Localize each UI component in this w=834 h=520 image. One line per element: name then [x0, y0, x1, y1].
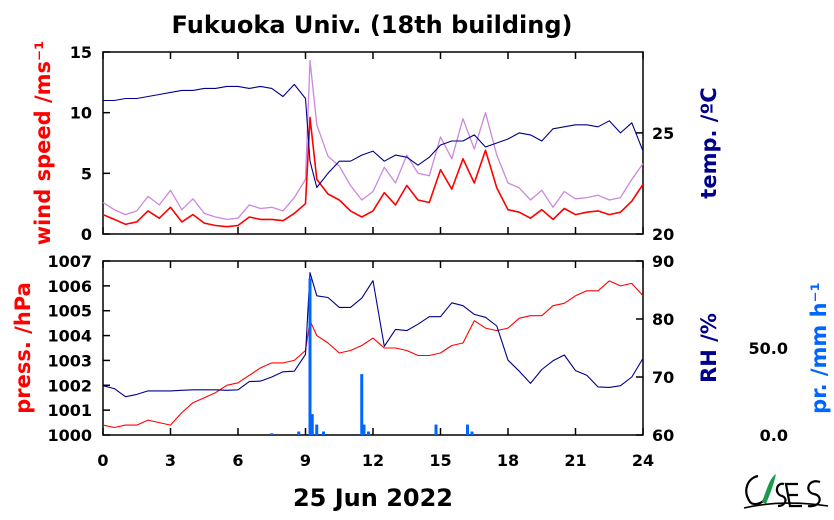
- precipitation-bar: [308, 278, 312, 435]
- wind-speed-axis-tick-label: 15: [70, 43, 92, 62]
- chart-title: Fukuoka Univ. (18th building): [172, 11, 573, 39]
- precipitation-bar: [322, 431, 325, 435]
- pressure-axis-tick-label: 1003: [47, 351, 92, 370]
- pressure-axis-tick-label: 1002: [47, 376, 92, 395]
- x-axis-tick-label: 6: [232, 451, 243, 470]
- humidity-axis-label: RH /%: [697, 313, 721, 383]
- wind-speed-axis-label: wind speed /ms⁻¹: [31, 41, 55, 246]
- wind-speed-axis-tick-label: 0: [81, 225, 92, 244]
- wind-speed-axis-tick-label: 10: [70, 104, 92, 123]
- x-axis-tick-label: 12: [362, 451, 384, 470]
- x-axis-tick-label: 21: [564, 451, 586, 470]
- relative_humidity-series: [102, 272, 644, 398]
- precipitation-bar: [297, 431, 301, 435]
- bottom-panel: 1000100110021003100410051006100760708090…: [11, 252, 831, 470]
- temperature-axis-label: temp. /ºC: [697, 87, 721, 198]
- humidity-axis-tick-label: 80: [652, 310, 674, 329]
- x-axis-tick-label: 15: [429, 451, 451, 470]
- bottom-panel-frame: [102, 260, 644, 436]
- wind-speed-axis-tick-label: 5: [81, 164, 92, 183]
- top-panel: 0 5 10 15 20 25 wind speed /ms⁻¹ temp. /ºC: [31, 41, 721, 246]
- humidity-axis-tick-label: 70: [652, 368, 674, 387]
- x-axis-tick-label: 0: [97, 451, 108, 470]
- precipitation-axis-tick-label: 0.0: [760, 426, 788, 445]
- precipitation-bar: [470, 431, 474, 435]
- pressure-axis-tick-label: 1004: [47, 327, 92, 346]
- humidity-axis-tick-label: 60: [652, 426, 674, 445]
- pressure-axis-label: press. /hPa: [11, 282, 35, 414]
- precipitation-bar: [270, 433, 274, 435]
- precipitation-bar: [360, 374, 364, 435]
- pressure-axis-tick-label: 1000: [47, 426, 92, 445]
- precipitation-bar: [466, 424, 469, 435]
- pressure-axis-tick-label: 1005: [47, 302, 92, 321]
- humidity-axis-tick-label: 90: [652, 252, 674, 271]
- precipitation-bar: [315, 424, 319, 435]
- precipitation-axis-tick-label: 50.0: [749, 339, 788, 358]
- x-axis-tick-label: 24: [632, 451, 654, 470]
- temperature-series: [103, 83, 644, 189]
- precipitation-bar: [310, 414, 314, 435]
- pressure-axis-tick-label: 1007: [47, 252, 92, 271]
- wind_speed-series: [102, 116, 644, 228]
- wind_speed_gust-series: [102, 59, 644, 221]
- temperature-axis-tick-label: 20: [652, 225, 674, 244]
- x-axis-tick-label: 3: [165, 451, 176, 470]
- pressure-axis-tick-label: 1006: [47, 277, 92, 296]
- precipitation-bar: [367, 431, 370, 435]
- pressure-axis-tick-label: 1001: [47, 401, 92, 420]
- institution-logo: [743, 474, 829, 509]
- x-axis-date-label: 25 Jun 2022: [293, 484, 453, 512]
- precipitation-axis-label: pr. /mm h⁻¹: [807, 282, 831, 414]
- precipitation-bar: [434, 424, 438, 435]
- precipitation-bar: [362, 424, 366, 435]
- x-axis-tick-label: 9: [300, 451, 311, 470]
- temperature-axis-tick-label: 25: [652, 124, 674, 143]
- x-axis-tick-label: 18: [497, 451, 519, 470]
- pressure-series: [102, 280, 644, 429]
